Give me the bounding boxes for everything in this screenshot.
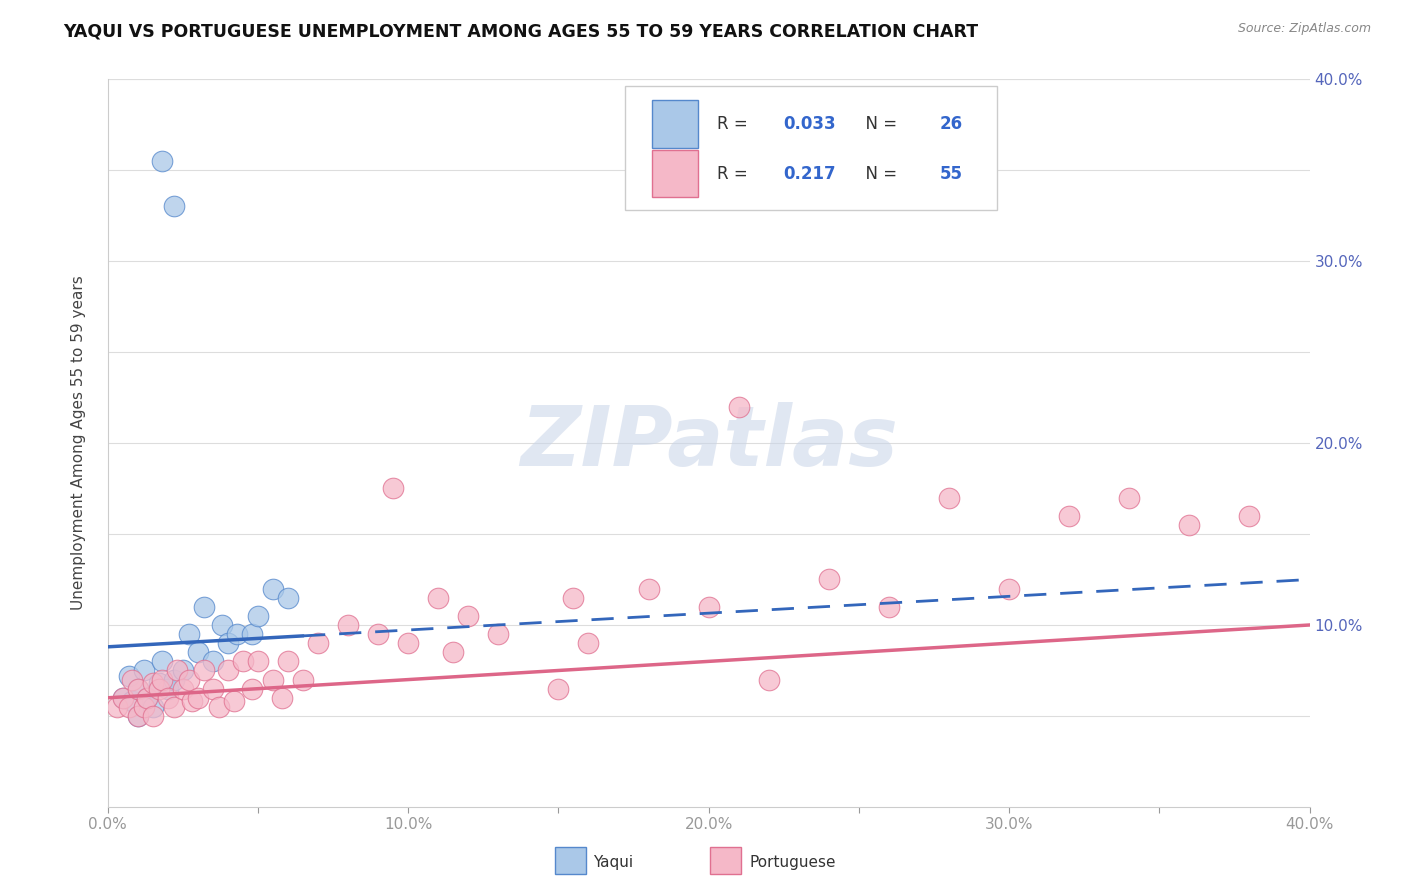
Point bbox=[166, 664, 188, 678]
Point bbox=[148, 681, 170, 696]
Text: N =: N = bbox=[855, 165, 903, 183]
Text: Source: ZipAtlas.com: Source: ZipAtlas.com bbox=[1237, 22, 1371, 36]
Point bbox=[118, 669, 141, 683]
Point bbox=[193, 664, 215, 678]
Text: 55: 55 bbox=[939, 165, 962, 183]
Point bbox=[132, 664, 155, 678]
Point bbox=[211, 618, 233, 632]
Point bbox=[427, 591, 450, 605]
Point bbox=[150, 153, 173, 168]
Text: 0.217: 0.217 bbox=[783, 165, 835, 183]
Point bbox=[727, 400, 749, 414]
Point bbox=[938, 491, 960, 505]
FancyBboxPatch shape bbox=[624, 87, 997, 210]
Text: YAQUI VS PORTUGUESE UNEMPLOYMENT AMONG AGES 55 TO 59 YEARS CORRELATION CHART: YAQUI VS PORTUGUESE UNEMPLOYMENT AMONG A… bbox=[63, 22, 979, 40]
Point bbox=[187, 645, 209, 659]
Point bbox=[217, 636, 239, 650]
Point bbox=[246, 654, 269, 668]
FancyBboxPatch shape bbox=[652, 150, 697, 197]
Point bbox=[547, 681, 569, 696]
Point bbox=[156, 690, 179, 705]
Point bbox=[382, 482, 405, 496]
Point bbox=[127, 709, 149, 723]
Point bbox=[562, 591, 585, 605]
Point bbox=[817, 573, 839, 587]
Point bbox=[135, 690, 157, 705]
Point bbox=[271, 690, 294, 705]
Point bbox=[307, 636, 329, 650]
Text: ZIPatlas: ZIPatlas bbox=[520, 402, 897, 483]
Point bbox=[246, 608, 269, 623]
Text: N =: N = bbox=[855, 115, 903, 133]
Point bbox=[135, 690, 157, 705]
Point bbox=[262, 673, 284, 687]
Point bbox=[486, 627, 509, 641]
Point bbox=[201, 681, 224, 696]
Point bbox=[367, 627, 389, 641]
Point bbox=[222, 694, 245, 708]
Point bbox=[163, 673, 186, 687]
Point bbox=[457, 608, 479, 623]
Point bbox=[142, 699, 165, 714]
Point bbox=[142, 709, 165, 723]
Point bbox=[1178, 517, 1201, 532]
Point bbox=[150, 654, 173, 668]
Text: 26: 26 bbox=[939, 115, 963, 133]
Point bbox=[441, 645, 464, 659]
Point bbox=[226, 627, 249, 641]
Point bbox=[578, 636, 600, 650]
Point bbox=[105, 699, 128, 714]
Point bbox=[150, 673, 173, 687]
Text: R =: R = bbox=[717, 115, 754, 133]
Point bbox=[637, 582, 659, 596]
Point bbox=[121, 694, 143, 708]
Point bbox=[177, 627, 200, 641]
Point bbox=[172, 664, 194, 678]
Y-axis label: Unemployment Among Ages 55 to 59 years: Unemployment Among Ages 55 to 59 years bbox=[72, 276, 86, 610]
Point bbox=[142, 676, 165, 690]
FancyBboxPatch shape bbox=[652, 101, 697, 148]
Point bbox=[163, 699, 186, 714]
Text: R =: R = bbox=[717, 165, 758, 183]
Point bbox=[1239, 508, 1261, 523]
Point bbox=[111, 690, 134, 705]
Point bbox=[208, 699, 231, 714]
Point bbox=[277, 591, 299, 605]
Text: 0.033: 0.033 bbox=[783, 115, 835, 133]
Point bbox=[240, 681, 263, 696]
Point bbox=[118, 699, 141, 714]
Point bbox=[111, 690, 134, 705]
Point bbox=[277, 654, 299, 668]
Point bbox=[1118, 491, 1140, 505]
Point bbox=[396, 636, 419, 650]
Point bbox=[132, 699, 155, 714]
Point bbox=[156, 681, 179, 696]
Point bbox=[187, 690, 209, 705]
Point bbox=[758, 673, 780, 687]
Point bbox=[232, 654, 254, 668]
Point bbox=[172, 681, 194, 696]
Point bbox=[177, 673, 200, 687]
Point bbox=[163, 199, 186, 213]
Point bbox=[697, 599, 720, 614]
Point bbox=[292, 673, 315, 687]
Point bbox=[127, 681, 149, 696]
Point bbox=[127, 709, 149, 723]
Point bbox=[217, 664, 239, 678]
Point bbox=[121, 673, 143, 687]
Point bbox=[148, 676, 170, 690]
Point bbox=[262, 582, 284, 596]
Point bbox=[127, 681, 149, 696]
Point bbox=[877, 599, 900, 614]
Point bbox=[998, 582, 1021, 596]
Point bbox=[180, 694, 202, 708]
Text: Portuguese: Portuguese bbox=[749, 855, 837, 870]
Point bbox=[201, 654, 224, 668]
Point bbox=[240, 627, 263, 641]
Point bbox=[1057, 508, 1080, 523]
Point bbox=[193, 599, 215, 614]
Point bbox=[337, 618, 360, 632]
Text: Yaqui: Yaqui bbox=[593, 855, 634, 870]
